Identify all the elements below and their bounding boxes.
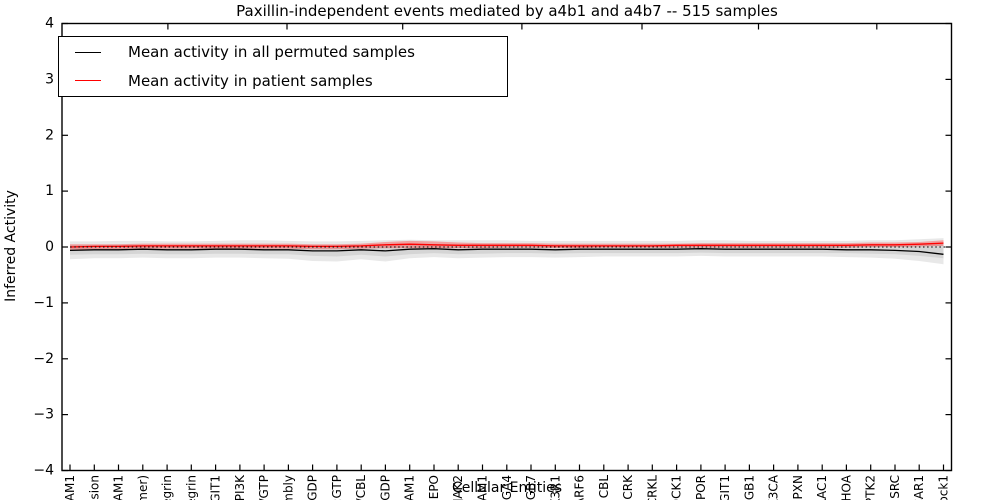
x-tick-label: lamellipodium assembly <box>281 475 295 500</box>
x-axis-label: Cellular Entities <box>451 480 563 496</box>
legend: Mean activity in all permuted samples Me… <box>58 36 508 97</box>
x-tick-label: alpha4/beta7 Integrin <box>160 475 174 500</box>
x-tick-label: mol:GDP <box>306 475 320 500</box>
y-tick-label: −2 <box>33 351 54 367</box>
x-tick-label: alpha4/beta7 Integrin/MAdCAM1 <box>63 475 77 500</box>
x-tick-label: ARF6 <box>573 475 587 500</box>
legend-item-patient: Mean activity in patient samples <box>59 68 507 94</box>
x-tick-label: mol:GTP <box>330 475 344 500</box>
x-tick-label: p130Cas/Crk/Dock1 <box>937 475 951 500</box>
x-tick-label: CBL <box>597 475 611 499</box>
x-tick-label: PTK2 <box>864 475 878 500</box>
band-permuted-samples-outer-range <box>70 238 944 265</box>
y-tick-label: 2 <box>45 127 54 143</box>
legend-item-label: Mean activity in all permuted samples <box>128 43 415 62</box>
x-tick-label: EPO/EPOR (dimer) <box>136 475 150 500</box>
series-line-1 <box>69 242 944 248</box>
x-tick-label: CRKL/CBL <box>354 475 368 500</box>
x-tick-label: GIT1 <box>718 475 732 500</box>
x-tick-label: VCAM1 <box>476 475 490 500</box>
y-tick-label: −1 <box>33 295 54 311</box>
x-tick-label: RHOA <box>839 474 853 500</box>
x-tick-label: CRK <box>621 474 635 500</box>
legend-item-permuted: Mean activity in all permuted samples <box>59 39 507 65</box>
y-tick-label: 4 <box>45 16 54 32</box>
axes-frame <box>61 22 953 472</box>
x-tick-label: alpha4/beta1 Integrin/VCAM1 <box>112 475 126 500</box>
x-tick-label: PIK3R1 <box>548 475 562 500</box>
legend-item-label: Mean activity in patient samples <box>128 71 373 90</box>
chart-title: Paxillin-independent events mediated by … <box>236 2 778 20</box>
x-tick-label: EPO <box>427 475 441 499</box>
x-tick-label: Rac1/GDP <box>378 475 392 500</box>
x-tick-label: cell adhesion <box>87 475 101 500</box>
y-tick-label: −4 <box>33 463 54 479</box>
y-tick-label: 1 <box>45 183 54 199</box>
x-tick-label: alpha4/beta1 Integrin <box>184 475 198 500</box>
x-tick-label: RAC1 <box>815 475 829 500</box>
x-tick-label: ITGA4 <box>500 475 514 500</box>
x-tick-label: CRKL <box>645 475 659 500</box>
x-tick-label: alpha4/beta1 Integrin/Paxillin/GIT1 <box>209 475 223 500</box>
x-tick-label: Rac1/GTP <box>257 475 271 500</box>
x-tick-label: ITGB1 <box>742 475 756 500</box>
x-tick-label: SRC <box>888 475 902 499</box>
patient-line-sample-icon <box>75 80 101 82</box>
series-line-0 <box>69 248 944 255</box>
x-tick-label: JAK2 <box>451 475 465 500</box>
y-tick-label: −3 <box>33 407 54 423</box>
permuted-line-sample-icon <box>75 51 101 53</box>
x-tick-label: PIK3CA <box>767 474 781 500</box>
y-tick-label: 0 <box>45 239 54 255</box>
x-tick-label: PI3K <box>233 474 247 500</box>
x-tick-label: MADCAM1 <box>403 475 417 500</box>
x-tick-label: EPOR <box>694 475 708 500</box>
x-tick-label: DOCK1 <box>670 475 684 500</box>
y-axis-label: Inferred Activity <box>3 190 19 302</box>
x-tick-label: BCAR1 <box>912 475 926 500</box>
x-tick-label: ITGB7 <box>524 475 538 500</box>
y-tick-label: 3 <box>45 71 54 87</box>
x-tick-label: PXN <box>791 475 805 499</box>
